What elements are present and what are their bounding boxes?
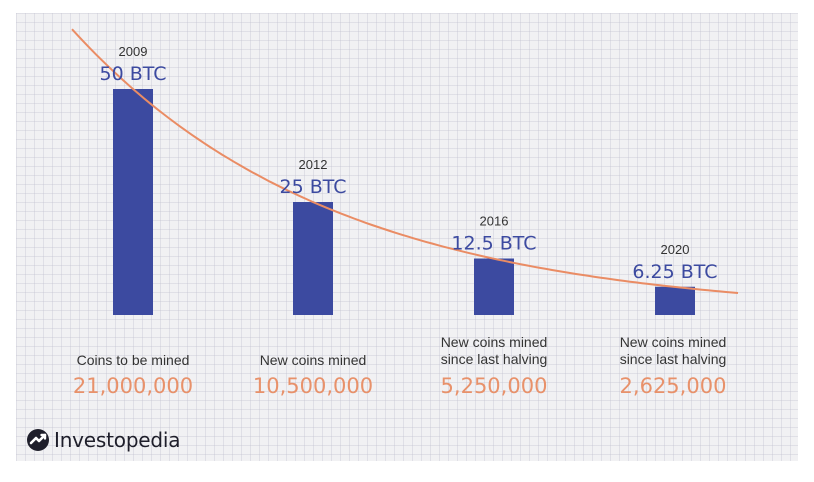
decay-curve: [71, 28, 739, 294]
bar-2016: [474, 258, 514, 315]
year-label: 2012: [299, 157, 328, 172]
caption-label: New coins mined: [260, 352, 367, 368]
bar-2009: [113, 89, 153, 315]
brand-name: Investopedia: [54, 428, 181, 452]
caption-label: New coins mined: [620, 334, 727, 350]
amount-label: 5,250,000: [441, 374, 548, 398]
caption-label: since last halving: [620, 351, 727, 367]
reward-label: 12.5 BTC: [451, 233, 536, 255]
bar-2020: [655, 286, 695, 315]
reward-label: 50 BTC: [99, 63, 166, 85]
reward-label: 25 BTC: [279, 176, 346, 198]
amount-label: 10,500,000: [253, 374, 373, 398]
bars: [113, 89, 695, 315]
caption-label: New coins mined: [441, 334, 548, 350]
bar-2012: [293, 202, 333, 315]
labels: 2009 50 BTC Coins to be mined 21,000,000 201…: [73, 44, 727, 398]
amount-label: 2,625,000: [620, 374, 727, 398]
caption-label: since last halving: [441, 351, 548, 367]
reward-label: 6.25 BTC: [632, 261, 717, 283]
year-label: 2020: [661, 242, 690, 257]
investopedia-logo: Investopedia: [26, 428, 181, 452]
amount-label: 21,000,000: [73, 374, 193, 398]
year-label: 2009: [119, 44, 148, 59]
caption-label: Coins to be mined: [77, 352, 190, 368]
investopedia-logo-icon: [27, 429, 49, 451]
year-label: 2016: [480, 214, 509, 229]
